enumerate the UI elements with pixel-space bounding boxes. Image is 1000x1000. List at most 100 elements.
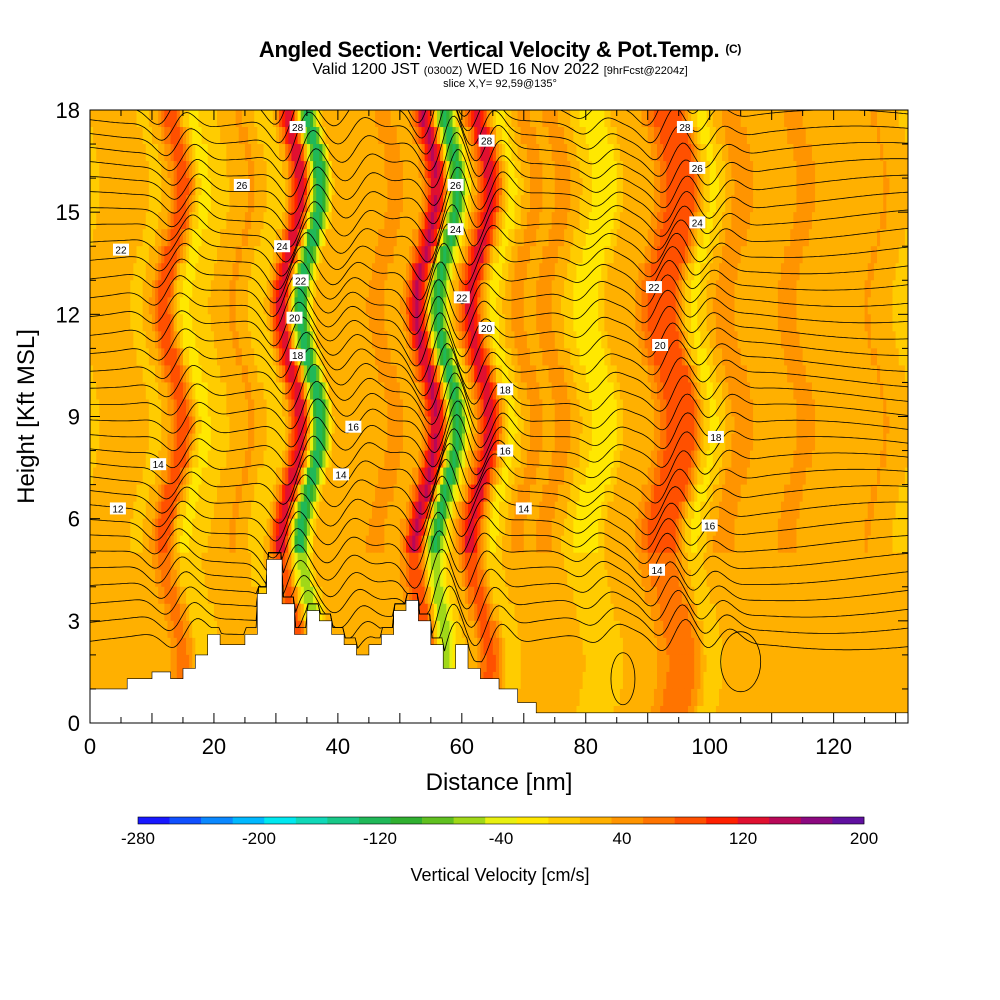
velocity-cell [464, 280, 469, 298]
velocity-cell [548, 212, 553, 230]
velocity-cell [111, 229, 116, 247]
velocity-cell [722, 314, 726, 332]
velocity-cell [226, 195, 231, 213]
velocity-cell [173, 314, 178, 332]
velocity-cell [821, 110, 825, 128]
velocity-cell [111, 263, 116, 281]
velocity-cell [368, 280, 373, 298]
velocity-cell [244, 314, 249, 332]
velocity-cell [753, 127, 757, 145]
velocity-cell [610, 178, 615, 196]
velocity-cell [356, 212, 361, 230]
velocity-cell [808, 110, 813, 128]
velocity-cell [663, 178, 667, 196]
velocity-cell [762, 246, 767, 264]
velocity-cell [818, 161, 822, 179]
velocity-cell [784, 331, 788, 349]
velocity-cell [523, 161, 528, 179]
velocity-cell [198, 212, 203, 230]
velocity-cell [406, 178, 410, 196]
velocity-cell [635, 229, 640, 247]
velocity-cell [718, 314, 723, 332]
velocity-cell [340, 144, 345, 162]
velocity-cell [142, 195, 147, 213]
velocity-cell [105, 229, 110, 247]
velocity-cell [632, 348, 636, 367]
velocity-cell [418, 127, 423, 145]
velocity-cell [830, 314, 835, 332]
velocity-cell [384, 144, 389, 162]
velocity-cell [746, 110, 751, 128]
velocity-cell [601, 110, 605, 128]
velocity-cell [266, 331, 271, 349]
velocity-cell [564, 331, 568, 349]
velocity-cell [325, 280, 330, 298]
velocity-cell [700, 246, 705, 264]
velocity-cell [105, 314, 110, 332]
velocity-cell [145, 178, 150, 196]
velocity-cell [815, 263, 819, 281]
velocity-cell [340, 212, 345, 230]
velocity-cell [127, 161, 131, 179]
velocity-cell [557, 127, 562, 145]
velocity-cell [839, 161, 844, 179]
velocity-cell [226, 127, 231, 145]
velocity-cell [796, 297, 801, 315]
velocity-cell [433, 314, 438, 332]
velocity-cell [238, 297, 243, 315]
velocity-cell [384, 195, 389, 213]
velocity-cell [703, 127, 708, 145]
velocity-cell [666, 195, 671, 213]
velocity-cell [697, 195, 701, 213]
velocity-cell [331, 246, 336, 264]
velocity-cell [260, 314, 265, 332]
velocity-cell [477, 161, 482, 179]
velocity-cell [102, 348, 107, 367]
velocity-cell [207, 144, 212, 162]
velocity-cell [492, 144, 497, 162]
velocity-cell [136, 178, 141, 196]
velocity-cell [505, 161, 509, 179]
velocity-cell [660, 195, 664, 213]
velocity-cell [567, 297, 571, 315]
velocity-cell [455, 229, 460, 247]
velocity-cell [257, 127, 262, 145]
velocity-cell [585, 195, 590, 213]
velocity-cell [520, 161, 525, 179]
velocity-cell [529, 161, 534, 179]
velocity-cell [449, 229, 454, 247]
velocity-cell [344, 246, 348, 264]
velocity-cell [715, 212, 720, 230]
velocity-cell [520, 178, 525, 196]
velocity-cell [381, 263, 385, 281]
velocity-cell [790, 110, 794, 128]
velocity-cell [378, 178, 382, 196]
velocity-cell [675, 297, 680, 315]
velocity-cell [728, 246, 732, 264]
velocity-cell [217, 161, 221, 179]
velocity-cell [443, 144, 447, 162]
velocity-cell [545, 348, 550, 367]
velocity-cell [133, 178, 138, 196]
velocity-cell [340, 331, 345, 349]
velocity-cell [201, 195, 206, 213]
velocity-cell [508, 331, 512, 349]
velocity-cell [567, 161, 571, 179]
velocity-cell [170, 246, 175, 264]
velocity-cell [334, 229, 339, 247]
velocity-cell [238, 263, 243, 281]
velocity-cell [437, 280, 441, 298]
velocity-cell [232, 229, 237, 247]
velocity-cell [607, 331, 612, 349]
velocity-cell [585, 280, 590, 298]
velocity-cell [647, 263, 652, 281]
velocity-cell [120, 314, 125, 332]
velocity-cell [148, 280, 153, 298]
velocity-cell [303, 297, 308, 315]
velocity-cell [182, 331, 187, 349]
velocity-cell [681, 348, 686, 367]
velocity-cell [114, 212, 119, 230]
velocity-cell [390, 314, 395, 332]
velocity-cell [626, 331, 630, 349]
velocity-cell [694, 178, 698, 196]
